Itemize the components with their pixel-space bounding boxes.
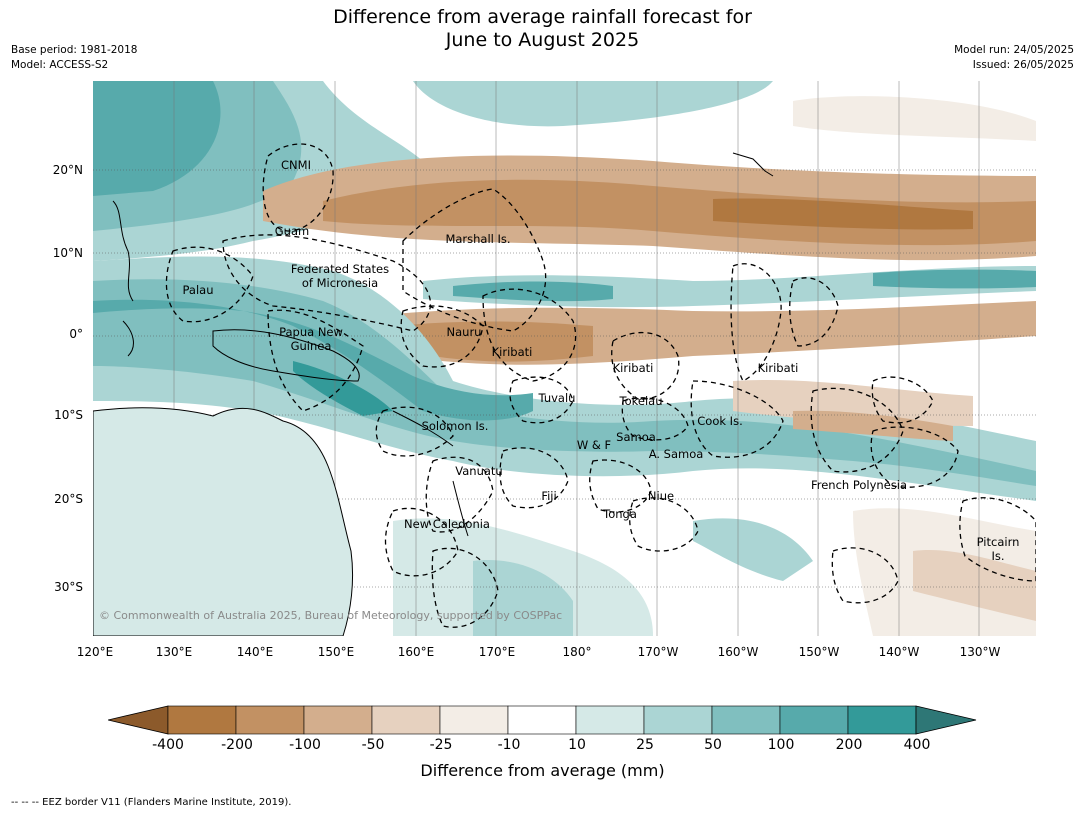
colorbar-swatch-8 bbox=[643, 705, 713, 735]
place-label-tuvalu: Tuvalu bbox=[538, 391, 576, 405]
place-label-palau: Palau bbox=[182, 283, 214, 297]
lon-label-130e: 130°E bbox=[155, 645, 193, 659]
colorbar-tick-100: 100 bbox=[767, 737, 795, 753]
lon-label-160w: 160°W bbox=[717, 645, 759, 659]
model-run-label: Model run: 24/05/2025 bbox=[954, 44, 1074, 56]
place-label-kiribati-gilbert: Kiribati bbox=[491, 345, 533, 359]
map-title: Difference from average rainfall forecas… bbox=[0, 6, 1085, 52]
lat-label-10s: 10°S bbox=[54, 408, 83, 422]
place-label-vanuatu: Vanuatu bbox=[455, 464, 503, 478]
colorbar-tick-neg400: -400 bbox=[152, 737, 184, 753]
colorbar-tick-neg200: -200 bbox=[221, 737, 253, 753]
colorbar-tick-10: 10 bbox=[568, 737, 586, 753]
lat-label-20n: 20°N bbox=[52, 163, 83, 177]
place-label-png: Papua New Guinea bbox=[279, 325, 343, 353]
forecast-map bbox=[93, 81, 1036, 636]
base-period-info: Base period: 1981-2018 Model: ACCESS-S2 bbox=[11, 43, 137, 73]
place-label-fsm: Federated States of Micronesia bbox=[290, 262, 390, 290]
lon-label-130w: 130°W bbox=[959, 645, 1001, 659]
colorbar-title: Difference from average (mm) bbox=[420, 761, 665, 780]
colorbar-swatch-3 bbox=[303, 705, 373, 735]
colorbar-swatch-7 bbox=[575, 705, 645, 735]
model-label: Model: ACCESS-S2 bbox=[11, 59, 109, 71]
place-label-new-caledonia: New Caledonia bbox=[404, 517, 490, 531]
lon-label-150w: 150°W bbox=[798, 645, 840, 659]
colorbar-tick-neg10: -10 bbox=[497, 737, 521, 753]
lon-label-180: 180° bbox=[562, 645, 592, 659]
colorbar-swatch-1 bbox=[167, 705, 237, 735]
colorbar-tick-neg50: -50 bbox=[361, 737, 385, 753]
title-line-1: Difference from average rainfall forecas… bbox=[333, 6, 752, 28]
colorbar-tick-25: 25 bbox=[636, 737, 654, 753]
colorbar bbox=[107, 705, 978, 735]
place-label-tonga: Tonga bbox=[603, 507, 637, 521]
colorbar-swatch-9 bbox=[711, 705, 781, 735]
lon-label-140w: 140°W bbox=[878, 645, 920, 659]
colorbar-swatch-2 bbox=[235, 705, 305, 735]
place-label-cook-is: Cook Is. bbox=[697, 414, 743, 428]
lon-label-140e: 140°E bbox=[236, 645, 274, 659]
colorbar-extend-low bbox=[107, 705, 169, 735]
title-line-2: June to August 2025 bbox=[445, 29, 640, 51]
colorbar-tick-50: 50 bbox=[704, 737, 722, 753]
lat-label-20s: 20°S bbox=[54, 492, 83, 506]
lon-label-120e: 120°E bbox=[76, 645, 114, 659]
issued-label: Issued: 26/05/2025 bbox=[972, 59, 1074, 71]
place-label-cnmi: CNMI bbox=[281, 158, 311, 172]
place-label-samoa: Samoa bbox=[616, 430, 656, 444]
lat-label-0: 0° bbox=[69, 327, 83, 341]
place-label-guam: Guam bbox=[274, 224, 310, 238]
lat-label-10n: 10°N bbox=[52, 246, 83, 260]
place-label-american-samoa: A. Samoa bbox=[648, 447, 704, 461]
issue-info: Model run: 24/05/2025 Issued: 26/05/2025 bbox=[954, 43, 1074, 73]
copyright-notice: © Commonwealth of Australia 2025, Bureau… bbox=[99, 609, 563, 622]
place-label-marshall-is: Marshall Is. bbox=[445, 232, 511, 246]
colorbar-tick-neg25: -25 bbox=[429, 737, 453, 753]
place-label-wallis-futuna: W & F bbox=[576, 438, 612, 452]
place-label-french-polynesia: French Polynesia bbox=[810, 478, 908, 492]
colorbar-tick-400: 400 bbox=[903, 737, 931, 753]
colorbar-extend-high bbox=[915, 705, 977, 735]
lat-label-30s: 30°S bbox=[54, 580, 83, 594]
eez-footnote: -- -- -- EEZ border V11 (Flanders Marine… bbox=[11, 797, 292, 808]
lon-label-170w: 170°W bbox=[637, 645, 679, 659]
colorbar-swatch-11 bbox=[847, 705, 917, 735]
colorbar-swatches bbox=[107, 705, 977, 735]
colorbar-swatch-4 bbox=[371, 705, 441, 735]
place-label-nauru: Nauru bbox=[446, 325, 482, 339]
place-label-solomon-is: Solomon Is. bbox=[421, 419, 489, 433]
colorbar-swatch-5 bbox=[439, 705, 509, 735]
colorbar-swatch-10 bbox=[779, 705, 849, 735]
place-label-pitcairn-is: Pitcairn Is. bbox=[976, 535, 1020, 563]
lon-label-170e: 170°E bbox=[478, 645, 516, 659]
place-label-kiribati-line: Kiribati bbox=[757, 361, 799, 375]
place-label-fiji: Fiji bbox=[541, 489, 557, 503]
place-label-niue: Niue bbox=[647, 489, 675, 503]
place-label-tokelau: Tokelau bbox=[619, 394, 663, 408]
colorbar-swatch-6 bbox=[507, 705, 577, 735]
base-period-label: Base period: 1981-2018 bbox=[11, 44, 138, 56]
lon-label-160e: 160°E bbox=[397, 645, 435, 659]
colorbar-tick-neg100: -100 bbox=[289, 737, 321, 753]
map-canvas bbox=[93, 81, 1036, 636]
place-label-kiribati-phoenix: Kiribati bbox=[612, 361, 654, 375]
lon-label-150e: 150°E bbox=[317, 645, 355, 659]
colorbar-tick-200: 200 bbox=[835, 737, 863, 753]
